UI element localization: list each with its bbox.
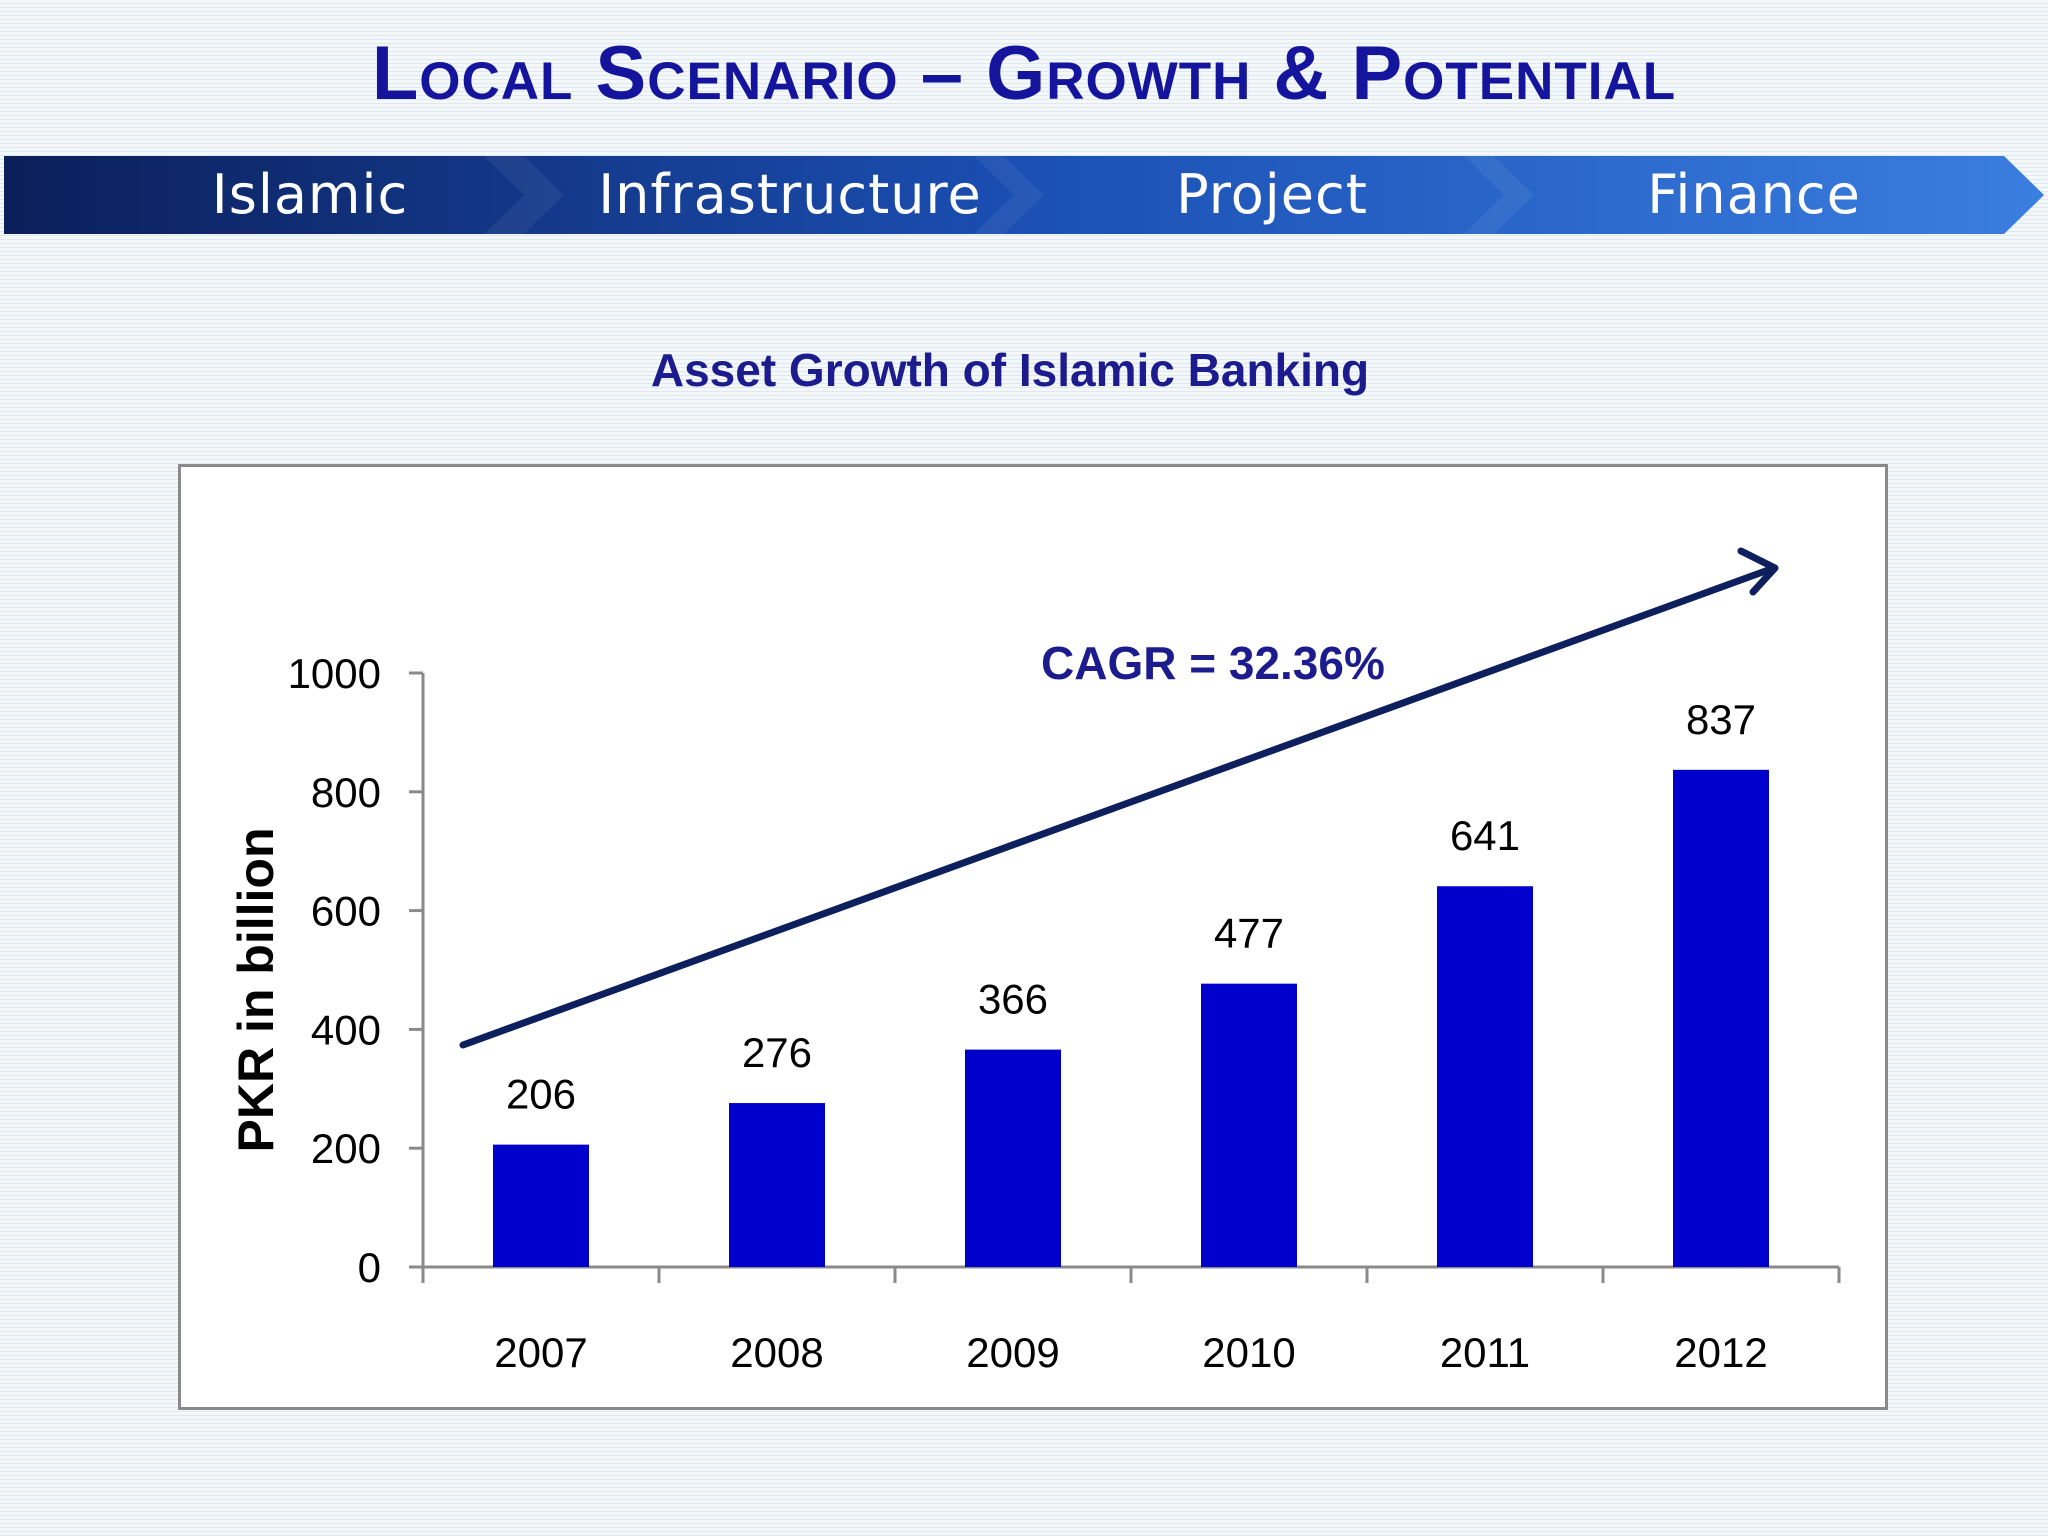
banner-word-project: Project [1176,163,1368,226]
bar [965,1049,1061,1267]
data-label: 366 [978,976,1048,1023]
bar [1201,983,1297,1267]
y-tick-label: 200 [311,1125,381,1172]
chart-frame: 0 200 400 600 800 1000 206 2007 276 2008 366 2009 47… [178,464,1888,1410]
category-label: 2011 [1440,1329,1530,1376]
category-label: 2009 [966,1329,1059,1376]
slide-title: Local Scenario – Growth & Potential [371,31,1677,116]
data-label: 276 [742,1029,812,1076]
data-label: 641 [1450,812,1520,859]
banner-word-infrastructure: Infrastructure [598,163,982,226]
chart-title: Asset Growth of Islamic Banking [650,344,1370,396]
y-tick-label: 1000 [288,650,381,697]
bar [1437,886,1533,1267]
data-label: 206 [506,1071,576,1118]
y-axis-title: PKR in billion [228,828,284,1153]
data-label: 477 [1214,910,1284,957]
bar [729,1103,825,1267]
category-label: 2008 [730,1329,823,1376]
y-tick-label: 0 [358,1244,381,1291]
cagr-annotation: CAGR = 32.36% [1041,637,1385,689]
y-tick-label: 600 [311,888,381,935]
bar [493,1144,589,1267]
y-tick-label: 400 [311,1006,381,1053]
category-label: 2012 [1674,1329,1767,1376]
data-label: 837 [1686,696,1756,743]
banner-arrow-shape [4,156,2044,234]
bar [1673,769,1769,1267]
banner-word-finance: Finance [1647,163,1861,226]
banner-word-islamic: Islamic [211,163,409,226]
trend-arrow-head [1737,547,1779,596]
category-label: 2007 [494,1329,587,1376]
trend-arrow-line [459,565,1775,1049]
category-label: 2010 [1202,1329,1295,1376]
y-tick-label: 800 [311,769,381,816]
bar-chart: 0 200 400 600 800 1000 206 2007 276 2008 366 2009 47… [228,547,1841,1376]
banner-arrow: Islamic Infrastructure Project Finance [4,156,2044,234]
